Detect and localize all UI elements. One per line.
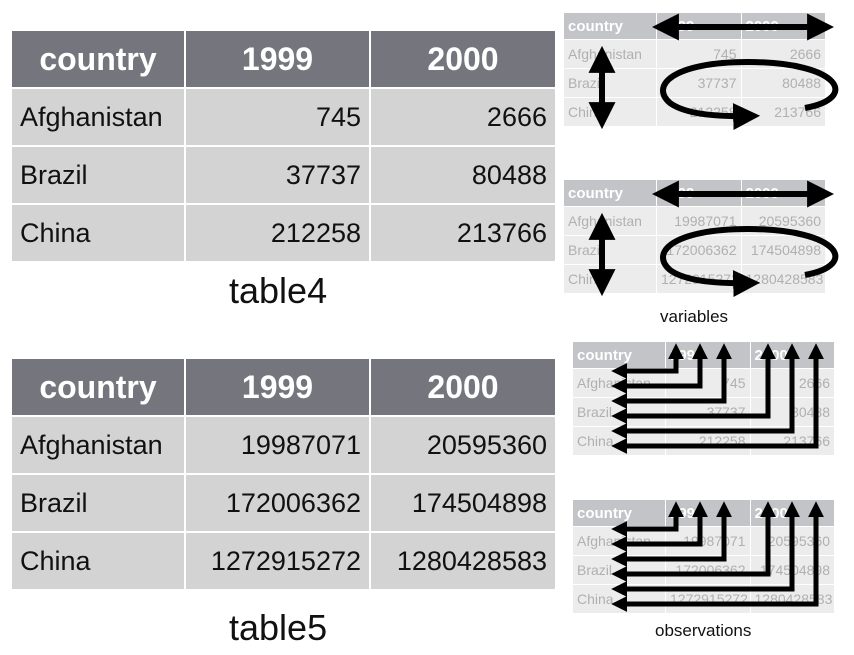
table4-cell-2000: 213766 <box>370 203 555 261</box>
observations-label: observations <box>655 621 752 640</box>
table4-cell-1999: 212258 <box>185 203 371 261</box>
table4-cell-2000: 80488 <box>370 145 555 204</box>
loop-arrow <box>660 58 839 131</box>
observations-arrows-panel4 <box>611 501 825 613</box>
variables-arrows-panel1 <box>588 13 839 131</box>
table4-caption: table4 <box>229 270 328 311</box>
table5-header-1999: 1999 <box>185 359 371 416</box>
mini-cell: 80488 <box>741 68 826 98</box>
table-row: Afghanistan 19987071 20595360 <box>12 415 555 474</box>
table5-cell-2000: 1280428583 <box>370 531 555 589</box>
table5-cell-country: Afghanistan <box>12 415 186 474</box>
variables-arrows-panel2 <box>588 180 839 298</box>
observation-arrow <box>611 501 709 553</box>
table-row: China 1272915272 1280428583 <box>12 531 555 589</box>
table4: country 1999 2000 Afghanistan 745 2666 B… <box>12 31 555 261</box>
table4-cell-country: China <box>12 203 186 261</box>
table-row: China 212258 213766 <box>12 203 555 261</box>
table5-cell-1999: 172006362 <box>185 473 371 532</box>
table5-cell-country: Brazil <box>12 473 186 532</box>
table4-cell-country: Afghanistan <box>12 87 186 146</box>
variables-label: variables <box>660 307 729 326</box>
table5-caption: table5 <box>229 607 328 648</box>
table5-cell-2000: 20595360 <box>370 415 555 474</box>
loop-arrow <box>660 225 839 298</box>
table5-cell-1999: 1272915272 <box>185 531 371 589</box>
observations-arrows-panel3 <box>611 343 825 455</box>
table4-header-2000: 2000 <box>370 31 555 88</box>
table5-cell-1999: 19987071 <box>185 415 371 474</box>
table5: country 1999 2000 Afghanistan 19987071 2… <box>12 359 555 589</box>
table5-cell-country: China <box>12 531 186 589</box>
mini-cell: 37737 <box>656 68 742 98</box>
observation-arrow <box>611 343 685 380</box>
observation-arrow <box>611 343 825 455</box>
mini-header-country: country <box>564 13 657 40</box>
table4-cell-1999: 745 <box>185 87 371 146</box>
table5-cell-2000: 174504898 <box>370 473 555 532</box>
observation-arrow <box>611 343 709 395</box>
table4-cell-2000: 2666 <box>370 87 555 146</box>
observation-arrow <box>611 501 777 583</box>
observation-arrow <box>611 501 733 568</box>
table5-header-2000: 2000 <box>370 359 555 416</box>
table4-header-country: country <box>12 31 186 88</box>
observation-arrow <box>611 343 777 425</box>
observation-arrow <box>611 343 733 410</box>
table4-cell-1999: 37737 <box>185 145 371 204</box>
table-row: Brazil 172006362 174504898 <box>12 473 555 532</box>
observation-arrow <box>611 501 685 538</box>
observation-arrow <box>611 501 825 613</box>
table5-header-country: country <box>12 359 186 416</box>
mini-header-country: country <box>564 180 657 207</box>
table4-header-row: country 1999 2000 <box>12 31 555 88</box>
table-row: Afghanistan 19987071 20595360 <box>564 206 826 236</box>
mini-cell: 174504898 <box>741 235 826 265</box>
table4-header-1999: 1999 <box>185 31 371 88</box>
table-row: Afghanistan 745 2666 <box>12 87 555 146</box>
table4-cell-country: Brazil <box>12 145 186 204</box>
table5-header-row: country 1999 2000 <box>12 359 555 416</box>
table-row: Brazil 37737 80488 <box>12 145 555 204</box>
